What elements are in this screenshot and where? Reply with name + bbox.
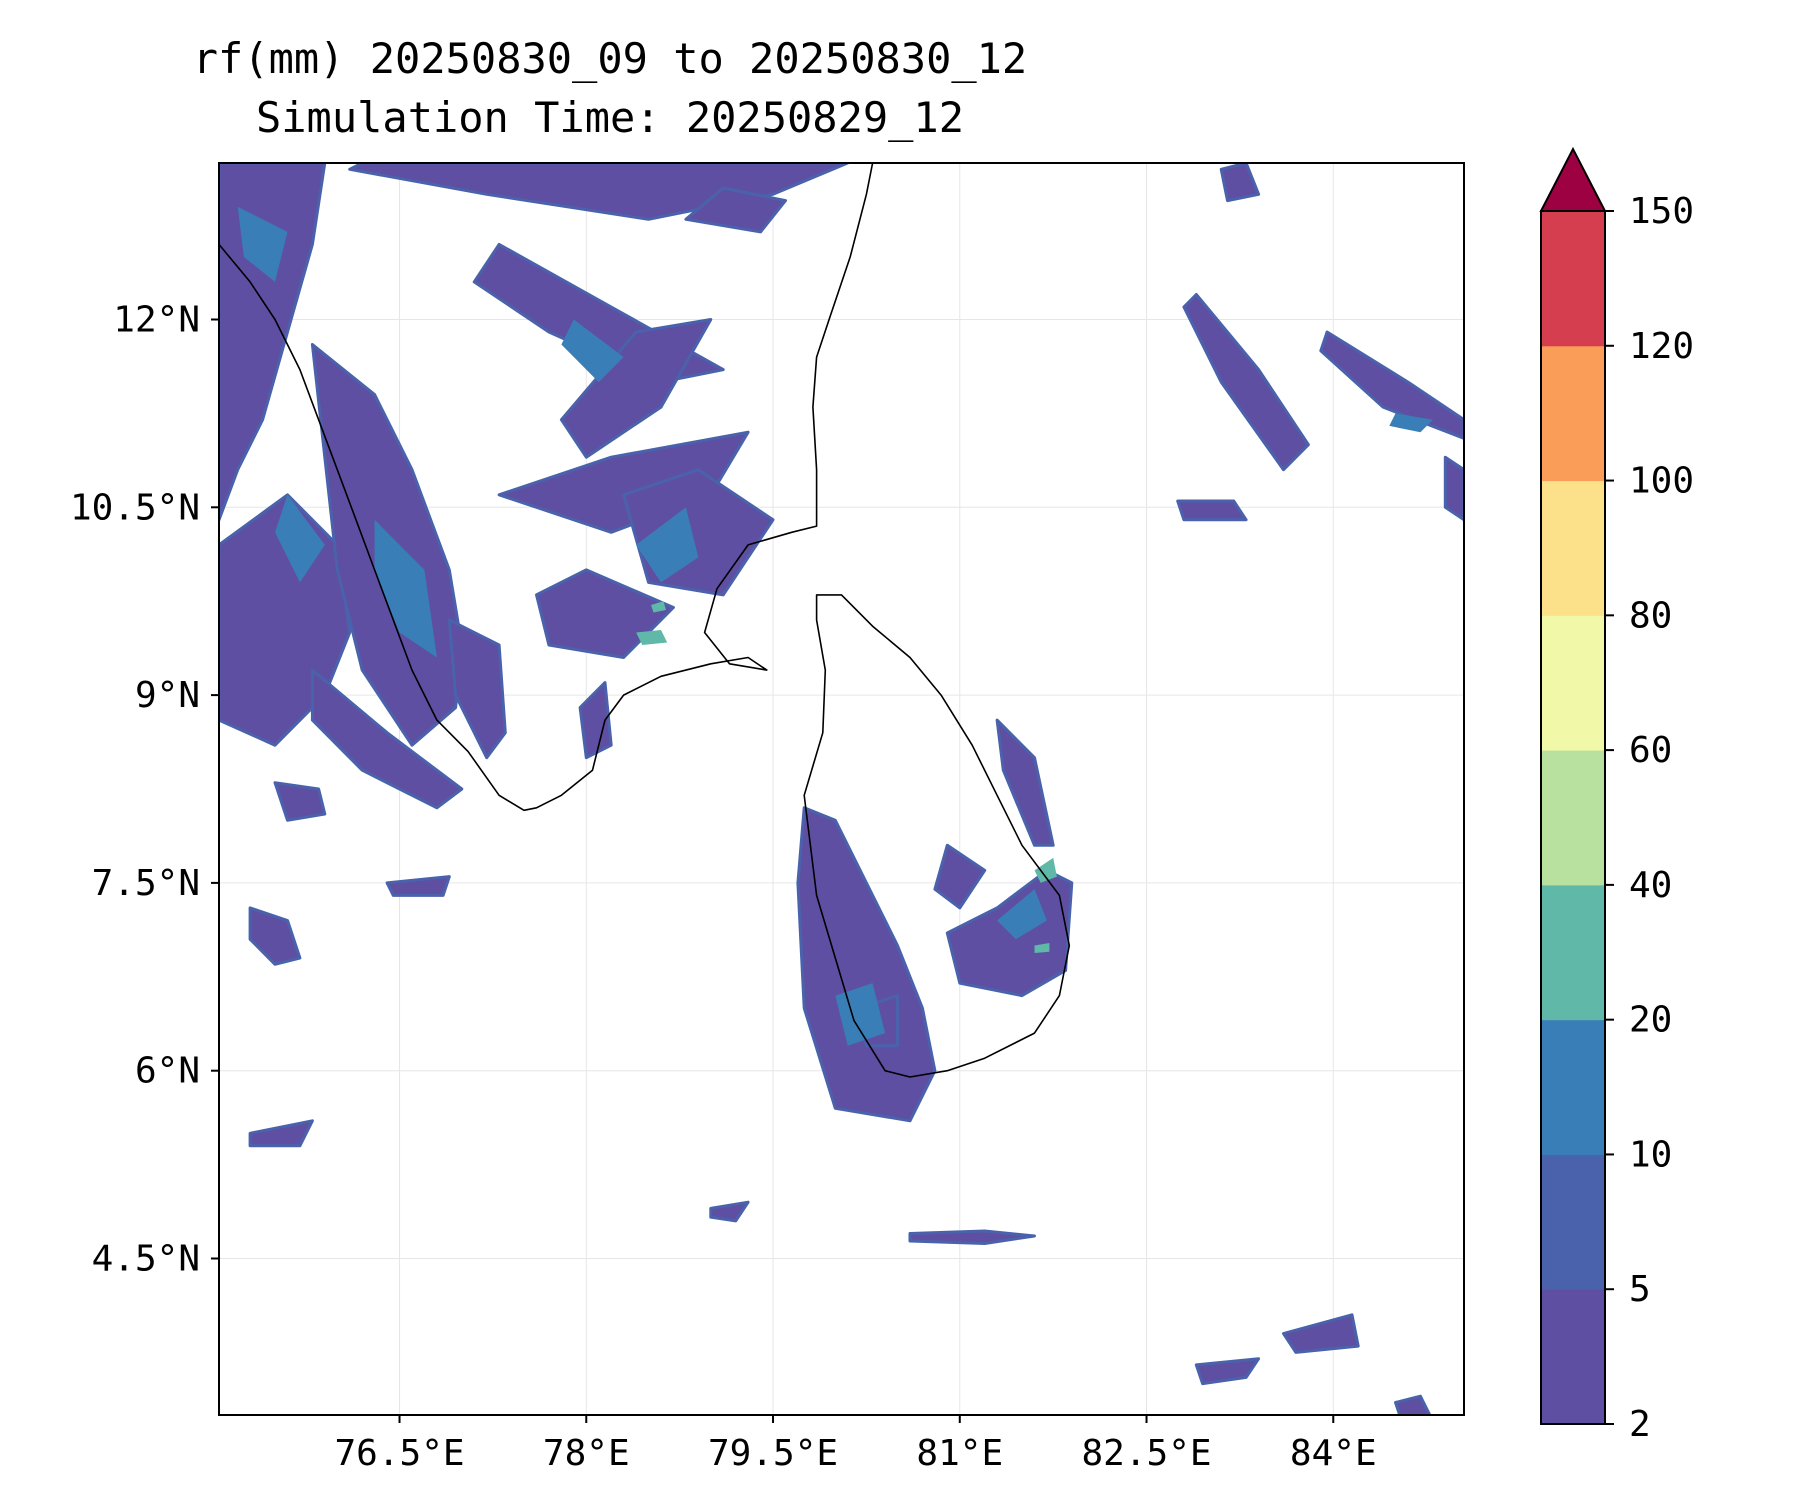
map-frame: [218, 162, 1465, 1416]
rain-contour-2-10mm: [709, 1200, 750, 1223]
map-subtitle: Simulation Time: 20250829_12: [255, 93, 964, 142]
colorbar-tick-label: 40: [1629, 865, 1672, 906]
rain-contour-2-10mm: [796, 806, 937, 1123]
coastlines: [219, 163, 1071, 1078]
rain-contour-2-10mm: [945, 868, 1074, 998]
x-tick-label: 78°E: [543, 1433, 630, 1474]
rain-contour-20-40mm: [1034, 943, 1050, 953]
rain-contour-2-10mm: [447, 618, 507, 760]
rain-contour-10-20mm: [374, 519, 437, 658]
rain-contour-2-10mm: [385, 875, 451, 897]
y-tick-label: 7.5°N: [92, 863, 200, 904]
x-axis-ticks: 76.5°E 78°E 79.5°E 81°E 82.5°E 84°E: [335, 1415, 1377, 1474]
colorbar-segment: [1541, 211, 1605, 347]
rain-contour-2-10mm: [1282, 1313, 1360, 1354]
colorbar-segment: [1541, 750, 1605, 886]
x-tick-label: 76.5°E: [335, 1433, 465, 1474]
coastline-india: [219, 163, 874, 812]
rain-contour-2-10mm: [310, 668, 464, 810]
rain-contour-10-20mm: [997, 889, 1047, 940]
y-tick-label: 9°N: [135, 675, 200, 716]
colorbar-tick-label: 60: [1629, 730, 1672, 771]
rain-contour-2-10mm: [1194, 1357, 1261, 1386]
rain-contour-2-10mm: [908, 1229, 1036, 1245]
coastline-sri-lanka: [803, 594, 1071, 1078]
rain-contour-2-10mm: [933, 843, 987, 910]
colorbar: 2 5 10 20 40 60 80 100 120 150: [1539, 146, 1694, 1445]
colorbar-tick-label: 80: [1629, 595, 1672, 636]
rain-contour-2-10mm: [1219, 163, 1261, 203]
rain-contour-10-20mm: [561, 319, 624, 383]
colorbar-tick-label: 100: [1629, 461, 1694, 502]
rain-contour-2-10mm: [273, 781, 327, 822]
colorbar-tick-label: 2: [1629, 1404, 1651, 1445]
rain-contour-2-10mm: [497, 430, 750, 534]
rain-contour-2-10mm: [578, 681, 613, 760]
colorbar-segment: [1541, 1019, 1605, 1155]
rain-contour-2-10mm: [559, 318, 713, 459]
x-tick-label: 84°E: [1290, 1433, 1377, 1474]
rain-contour-2-10mm: [684, 186, 787, 234]
rain-contour-20-40mm: [1034, 857, 1057, 883]
colorbar-tick-label: 120: [1629, 326, 1694, 367]
colorbar-segment: [1541, 480, 1605, 616]
rain-contour-2-10mm: [995, 718, 1055, 847]
map-panel: [218, 162, 1465, 1416]
x-tick-label: 79.5°E: [708, 1433, 838, 1474]
rain-contour-2-10mm: [1443, 455, 1464, 522]
rain-contour-10-20mm: [237, 206, 288, 282]
colorbar-segment: [1541, 615, 1605, 751]
colorbar-tick-label: 150: [1629, 191, 1694, 232]
y-tick-label: 6°N: [135, 1051, 200, 1092]
rain-contour-2-10mm: [1394, 1394, 1432, 1415]
rain-contour-2-10mm: [1176, 499, 1248, 522]
rain-contour-10-20mm: [275, 494, 325, 583]
colorbar-frame: [1540, 210, 1606, 1425]
colorbar-tick-label: 10: [1629, 1134, 1672, 1175]
rain-contour-2-10mm: [1182, 293, 1310, 472]
y-tick-label: 12°N: [113, 300, 200, 341]
y-axis-ticks: 12°N 10.5°N 9°N 7.5°N 6°N 4.5°N: [70, 300, 219, 1280]
map-title: rf(mm) 20250830_09 to 20250830_12: [192, 34, 1028, 83]
rain-contour-2-10mm: [1319, 330, 1464, 440]
colorbar-tick-label: 5: [1629, 1269, 1651, 1310]
y-tick-label: 10.5°N: [70, 487, 200, 528]
colorbar-segment: [1541, 1289, 1605, 1425]
y-tick-label: 4.5°N: [92, 1239, 200, 1280]
colorbar-segment: [1541, 884, 1605, 1021]
colorbar-extend-arrow: [1539, 146, 1607, 212]
x-tick-label: 82.5°E: [1082, 1433, 1212, 1474]
rain-contour-2-10mm: [248, 906, 302, 966]
rainfall-contours: [219, 163, 1464, 1415]
rain-contour-10-20mm: [636, 507, 699, 583]
rain-contour-2-10mm: [248, 1119, 314, 1148]
colorbar-segment: [1541, 1154, 1605, 1290]
colorbar-tick-label: 20: [1629, 1000, 1672, 1041]
rain-contour-10-20mm: [1389, 413, 1433, 433]
x-tick-label: 81°E: [916, 1433, 1003, 1474]
rain-contour-2-10mm: [348, 163, 850, 221]
rain-contour-20-40mm: [636, 630, 668, 645]
rain-contour-20-40mm: [651, 601, 666, 613]
colorbar-segment: [1541, 345, 1605, 482]
